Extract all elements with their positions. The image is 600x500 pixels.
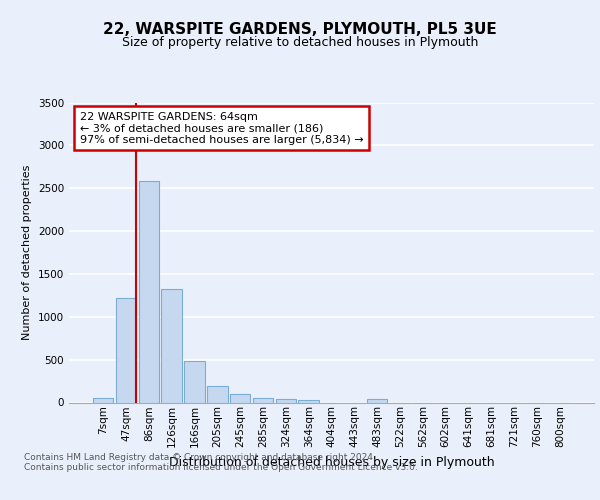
Bar [298,400,319,402]
Bar [275,398,296,402]
Text: 22, WARSPITE GARDENS, PLYMOUTH, PL5 3UE: 22, WARSPITE GARDENS, PLYMOUTH, PL5 3UE [103,22,497,38]
Text: Contains public sector information licensed under the Open Government Licence v3: Contains public sector information licen… [24,464,418,472]
Bar [161,288,182,403]
Bar [207,386,227,402]
Bar [367,398,388,402]
Bar [93,398,113,402]
Bar [253,398,273,402]
Y-axis label: Number of detached properties: Number of detached properties [22,165,32,340]
Bar [116,298,136,403]
Bar [230,394,250,402]
Bar [139,182,159,402]
Text: Size of property relative to detached houses in Plymouth: Size of property relative to detached ho… [122,36,478,49]
X-axis label: Distribution of detached houses by size in Plymouth: Distribution of detached houses by size … [169,456,494,468]
Text: 22 WARSPITE GARDENS: 64sqm
← 3% of detached houses are smaller (186)
97% of semi: 22 WARSPITE GARDENS: 64sqm ← 3% of detac… [79,112,363,144]
Text: Contains HM Land Registry data © Crown copyright and database right 2024.: Contains HM Land Registry data © Crown c… [24,454,376,462]
Bar [184,360,205,403]
